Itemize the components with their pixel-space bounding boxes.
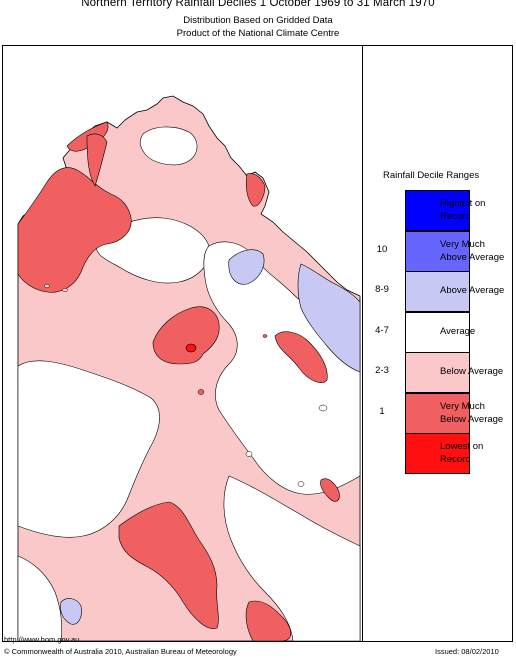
very-much-below-peninsula (86, 133, 108, 187)
small-island (197, 389, 205, 395)
very-much-below-centre (152, 306, 220, 365)
legend-label-line1: Highest on (440, 198, 486, 209)
very-much-below-coast (245, 173, 266, 207)
legend-title: Rainfall Decile Ranges (383, 170, 480, 181)
above-average-gulf (297, 263, 361, 373)
legend-label-line1: Average (440, 325, 476, 337)
legend-swatch (405, 271, 470, 312)
very-much-below-south (118, 501, 219, 629)
map-title: Northern Territory Rainfall Deciles 1 Oc… (81, 0, 435, 9)
footer-issued: Issued: 08/02/2010 (435, 647, 499, 656)
legend-label-line2: Above Average (440, 251, 505, 263)
legend-swatch (405, 190, 470, 231)
legend-label-line2: Record (440, 211, 471, 222)
very-much-below-small-east (320, 478, 340, 502)
legend-label-line2: Below Average (440, 413, 504, 425)
legend-label-line1: Above Average (440, 285, 505, 296)
map-frame (2, 45, 513, 642)
small-island (245, 451, 253, 457)
footer-url[interactable]: http://www.bom.gov.au (4, 635, 80, 644)
small-island (318, 404, 328, 412)
legend-label: Below Average (440, 365, 503, 378)
map-subtitle: Distribution Based on Gridded Data (183, 15, 333, 26)
footer-copyright: © Commonwealth of Australia 2010, Austra… (4, 647, 237, 656)
average-region-north (139, 126, 198, 166)
legend-label: Lowest on Record (440, 440, 483, 466)
legend-label-line1: Below Average (440, 366, 504, 377)
legend-range: 1 (379, 405, 385, 417)
lowest-on-record-spot (185, 343, 197, 353)
legend-label-line1: Lowest on (440, 441, 484, 452)
legend-range: 4-7 (375, 324, 389, 336)
small-island (44, 283, 50, 289)
average-region-east (203, 241, 361, 495)
legend-label: Average (440, 325, 475, 338)
legend-swatch (405, 352, 470, 393)
legend-label-line1: Very Much (440, 238, 485, 250)
legend-range: 10 (376, 243, 388, 255)
average-region-west (17, 360, 160, 538)
above-average-west-lake (228, 249, 265, 285)
small-island (262, 334, 268, 338)
legend-range: 8-9 (375, 284, 389, 295)
very-much-below-southeast (245, 600, 292, 641)
legend-swatch (405, 311, 470, 353)
very-much-below-northwest (17, 167, 132, 293)
legend-label: Very Much Below Average (440, 400, 503, 426)
above-average-southwest (60, 598, 82, 625)
legend-label-line2: Record (440, 454, 471, 465)
map-product-line: Product of the National Climate Centre (176, 28, 340, 39)
decile-map (17, 95, 361, 641)
legend-label: Very Much Above Average (440, 238, 504, 264)
legend-divider (362, 45, 363, 642)
legend-swatch (405, 433, 470, 474)
average-region-southwest (17, 555, 63, 641)
legend-label-line1: Very Much (440, 400, 485, 412)
legend-label: Above Average (440, 284, 504, 297)
small-island (62, 287, 68, 293)
legend-label: Highest on Record (440, 197, 485, 223)
very-much-below-east (274, 331, 328, 383)
legend-range: 2-3 (375, 365, 389, 376)
small-island (297, 481, 305, 487)
